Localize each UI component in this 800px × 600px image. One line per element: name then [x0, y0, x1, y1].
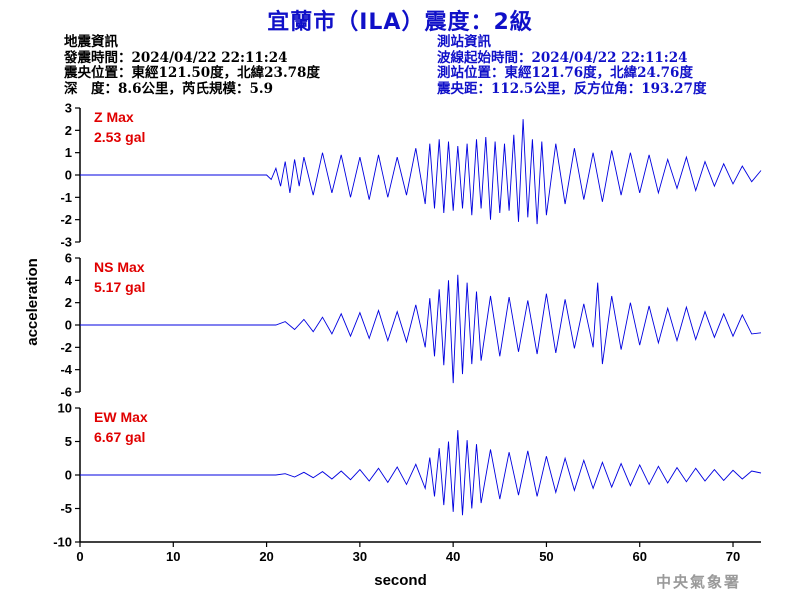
- ew-max-name: EW Max: [94, 409, 148, 425]
- station-info-heading: 測站資訊: [437, 34, 491, 50]
- x-tick-label: 60: [632, 549, 646, 564]
- z-y-tick-label: 3: [65, 101, 72, 116]
- ns-y-tick-label: 0: [65, 318, 72, 333]
- cwa-watermark: 中央氣象署: [656, 573, 742, 591]
- ns-y-tick-label: -6: [60, 385, 72, 400]
- z-y-tick-label: -2: [60, 212, 72, 227]
- ew-trace-line: [80, 430, 762, 516]
- ew-y-tick-label: 5: [65, 434, 72, 449]
- ew-y-tick-label: -10: [53, 535, 72, 550]
- quake-origin-time: 發震時間：2024/04/22 22:11:24: [64, 49, 288, 66]
- ns-y-tick-label: 2: [65, 295, 72, 310]
- station-info-block: 測站資訊 波線起始時間：2024/04/22 22:11:24 測站位置：東經121…: [437, 34, 707, 97]
- station-location: 測站位置：東經121.76度，北緯24.76度: [437, 65, 693, 81]
- ew-y-tick-label: -5: [60, 501, 72, 516]
- x-tick-label: 30: [353, 549, 367, 564]
- ns-max-name: NS Max: [94, 259, 145, 275]
- x-tick-label: 50: [539, 549, 553, 564]
- z-max-name: Z Max: [94, 109, 134, 125]
- x-tick-label: 40: [446, 549, 460, 564]
- ns-trace-line: [80, 274, 762, 384]
- z-y-tick-label: -3: [60, 235, 72, 250]
- ns-y-tick-label: -2: [60, 340, 72, 355]
- station-wave-start: 波線起始時間：2024/04/22 22:11:24: [437, 49, 688, 66]
- quake-epicenter: 震央位置：東經121.50度，北緯23.78度: [64, 65, 320, 81]
- ew-y-tick-label: 10: [58, 401, 72, 416]
- z-max-value: 2.53 gal: [94, 129, 145, 145]
- quake-info-block: 地震資訊 發震時間：2024/04/22 22:11:24 震央位置：東經121.5…: [64, 34, 320, 97]
- x-tick-label: 10: [166, 549, 180, 564]
- ns-y-tick-label: 6: [65, 251, 72, 266]
- x-axis-label: second: [374, 572, 427, 589]
- station-distance: 震央距：112.5公里，反方位角：193.27度: [437, 80, 707, 97]
- z-y-tick-label: -1: [60, 190, 72, 205]
- x-tick-label: 70: [726, 549, 740, 564]
- ns-max-value: 5.17 gal: [94, 279, 145, 295]
- z-y-tick-label: 2: [65, 123, 72, 138]
- x-tick-label: 0: [76, 549, 83, 564]
- ew-y-tick-label: 0: [65, 468, 72, 483]
- quake-depth-magnitude: 深 度：8.6公里，芮氏規模：5.9: [64, 80, 273, 97]
- ew-max-value: 6.67 gal: [94, 429, 145, 445]
- ns-y-tick-label: -4: [60, 362, 72, 377]
- z-y-tick-label: 1: [65, 145, 72, 160]
- z-trace-line: [80, 119, 762, 225]
- page-title: 宜蘭市（ILA）震度：2級: [267, 10, 533, 35]
- z-y-tick-label: 0: [65, 168, 72, 183]
- y-axis-label: acceleration: [24, 258, 41, 346]
- quake-info-heading: 地震資訊: [64, 34, 118, 50]
- ns-y-tick-label: 4: [65, 273, 73, 288]
- x-tick-label: 20: [259, 549, 273, 564]
